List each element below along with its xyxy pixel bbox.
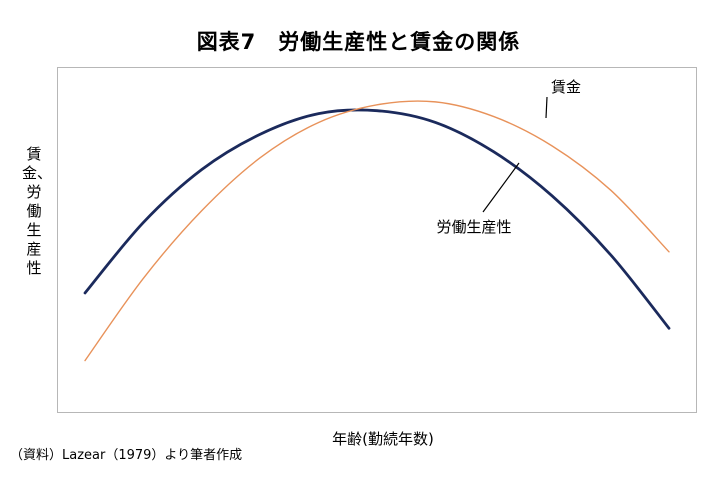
series-line-wage [84, 100, 670, 362]
plot-area [57, 67, 697, 413]
productivity-leader-line [482, 162, 520, 213]
x-axis-label: 年齢(勤続年数) [332, 430, 434, 448]
series-label-productivity: 労働生産性 [436, 218, 511, 236]
chart-title: 図表7 労働生産性と賃金の関係 [196, 30, 521, 54]
series-label-wage: 賃金 [551, 78, 581, 96]
y-axis-label: 賃金、労働生産性 [22, 145, 53, 277]
series-line-productivity [83, 108, 671, 330]
source-note: （資料）Lazear（1979）より筆者作成 [10, 448, 243, 463]
wage-leader-line [545, 96, 548, 119]
